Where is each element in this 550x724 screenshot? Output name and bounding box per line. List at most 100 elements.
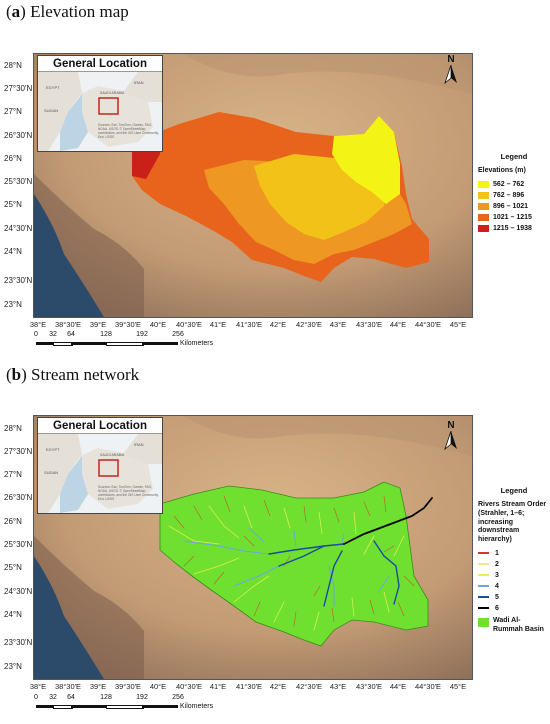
legend-swatch bbox=[478, 563, 489, 566]
inset-map-canvas: EGYPT SAUDI ARABIA IRAN SUDAN bbox=[38, 72, 162, 151]
inset-label: SUDAN bbox=[44, 470, 58, 475]
legend-swatch bbox=[478, 191, 489, 199]
lat-tick-label: 24°N bbox=[4, 247, 22, 256]
lon-tick-label: 43°30'E bbox=[355, 320, 383, 329]
lon-tick-label: 43°E bbox=[329, 320, 347, 329]
legend-item: 6 bbox=[478, 603, 550, 614]
scale-tick-label: 256 bbox=[172, 331, 184, 338]
inset-map: EGYPT SAUDI ARABIA IRAN SUDAN Sources: E… bbox=[38, 72, 162, 151]
legend-label: 4 bbox=[495, 582, 499, 590]
inset-map-canvas: EGYPT SAUDI ARABIA IRAN SUDAN bbox=[38, 434, 162, 513]
legend-swatch bbox=[478, 596, 489, 599]
lon-tick-label: 39°30'E bbox=[114, 682, 142, 691]
lat-tick-label: 27°N bbox=[4, 470, 22, 479]
inset-label: EGYPT bbox=[46, 447, 60, 452]
legend-title: Legend bbox=[500, 152, 528, 161]
scale-tick-label: 32 bbox=[49, 331, 57, 338]
basin-swatch bbox=[478, 617, 489, 627]
inset-label: IRAN bbox=[134, 442, 144, 447]
legend-item: 5 bbox=[478, 592, 550, 603]
scale-tick-label: 128 bbox=[100, 331, 112, 338]
scale-tick-label: 0 bbox=[34, 694, 38, 701]
lat-tick-label: 23°N bbox=[4, 300, 22, 309]
inset-credit: Sources: Esri, TomTom, Garmin, FAO, NOAA… bbox=[98, 123, 159, 139]
lat-tick-label: 26°30'N bbox=[4, 493, 33, 502]
lon-tick-label: 43°30'E bbox=[355, 682, 383, 691]
panel-a-title: (a) Elevation map bbox=[6, 2, 129, 21]
lon-tick-label: 40°30'E bbox=[175, 682, 203, 691]
scale-tick-label: 64 bbox=[67, 331, 75, 338]
lon-tick-label: 42°30'E bbox=[295, 320, 323, 329]
legend-label: 3 bbox=[495, 571, 499, 579]
legend-swatch bbox=[478, 224, 489, 232]
panel-b-title: (b) Stream network bbox=[6, 365, 140, 384]
scale-tick-label: 192 bbox=[136, 694, 148, 701]
stream-network-map[interactable] bbox=[33, 415, 473, 680]
lon-tick-label: 40°E bbox=[149, 682, 167, 691]
scale-tick-label: 64 bbox=[67, 694, 75, 701]
lon-tick-label: 39°E bbox=[89, 320, 107, 329]
legend-label: 6 bbox=[495, 604, 499, 612]
legend-swatch bbox=[478, 202, 489, 210]
scale-tick-label: 256 bbox=[172, 694, 184, 701]
lat-tick-label: 24°30'N bbox=[4, 587, 33, 596]
legend-label: 1 bbox=[495, 549, 499, 557]
legend-label: 1021 – 1215 bbox=[493, 213, 532, 221]
elevation-map-canvas bbox=[34, 54, 472, 317]
legend-item: 2 bbox=[478, 559, 550, 570]
inset-credit: Sources: Esri, TomTom, Garmin, FAO, NOAA… bbox=[98, 485, 159, 501]
lat-tick-label: 24°30'N bbox=[4, 224, 33, 233]
legend-label: 5 bbox=[495, 593, 499, 601]
general-location-inset-a[interactable]: General Location EGYPT SAUDI ARABIA IRAN… bbox=[37, 55, 163, 152]
lon-tick-label: 42°30'E bbox=[295, 682, 323, 691]
inset-label: SAUDI ARABIA bbox=[100, 91, 125, 95]
legend-item: 896 – 1021 bbox=[478, 201, 550, 212]
lat-tick-label: 27°N bbox=[4, 107, 22, 116]
lat-tick-label: 28°N bbox=[4, 61, 22, 70]
inset-title: General Location bbox=[38, 418, 162, 434]
legend-item: 1 bbox=[478, 548, 550, 559]
north-arrow-b: N bbox=[443, 420, 459, 454]
lon-tick-label: 39°30'E bbox=[114, 320, 142, 329]
inset-title: General Location bbox=[38, 56, 162, 72]
lon-tick-label: 38°30'E bbox=[54, 320, 82, 329]
inset-map: EGYPT SAUDI ARABIA IRAN SUDAN Sources: E… bbox=[38, 434, 162, 513]
legend-swatch bbox=[478, 574, 489, 577]
legend-swatch bbox=[478, 552, 489, 555]
general-location-inset-b[interactable]: General Location EGYPT SAUDI ARABIA IRAN… bbox=[37, 417, 163, 514]
scale-bar-b: 0 32 64 128 192 256 Kilometers bbox=[33, 694, 273, 716]
legend-swatch bbox=[478, 180, 489, 188]
elevation-basin bbox=[132, 112, 429, 282]
legend-label: 1215 – 1938 bbox=[493, 224, 532, 232]
lat-tick-label: 25°30'N bbox=[4, 540, 33, 549]
legend-a: Legend Elevations (m) 562 – 762 762 – 896… bbox=[478, 152, 550, 234]
lat-tick-label: 25°N bbox=[4, 200, 22, 209]
inset-label: SUDAN bbox=[44, 108, 58, 113]
study-area-marker bbox=[98, 459, 119, 477]
lon-tick-label: 40°30'E bbox=[175, 320, 203, 329]
stream-network bbox=[168, 495, 433, 631]
scale-unit: Kilometers bbox=[180, 340, 214, 347]
scale-tick-label: 0 bbox=[34, 331, 38, 338]
lon-tick-label: 45°E bbox=[449, 320, 467, 329]
scale-tick-label: 32 bbox=[49, 694, 57, 701]
inset-label: IRAN bbox=[134, 80, 144, 85]
lat-tick-label: 26°N bbox=[4, 517, 22, 526]
lon-tick-label: 42°E bbox=[269, 682, 287, 691]
legend-item: 762 – 896 bbox=[478, 190, 550, 201]
north-arrow-a: N bbox=[443, 54, 459, 88]
lon-tick-label: 41°30'E bbox=[235, 320, 263, 329]
lat-tick-label: 23°30'N bbox=[4, 638, 33, 647]
elevation-map[interactable] bbox=[33, 53, 473, 318]
lon-tick-label: 44°E bbox=[389, 682, 407, 691]
lon-tick-label: 44°30'E bbox=[414, 682, 442, 691]
lon-tick-label: 44°30'E bbox=[414, 320, 442, 329]
lon-tick-label: 41°E bbox=[209, 320, 227, 329]
lat-tick-label: 23°N bbox=[4, 662, 22, 671]
study-area-marker bbox=[98, 97, 119, 115]
lon-tick-label: 41°E bbox=[209, 682, 227, 691]
lon-tick-label: 41°30'E bbox=[235, 682, 263, 691]
lon-tick-label: 42°E bbox=[269, 320, 287, 329]
lon-tick-label: 38°E bbox=[29, 320, 47, 329]
legend-label: 562 – 762 bbox=[493, 180, 525, 188]
